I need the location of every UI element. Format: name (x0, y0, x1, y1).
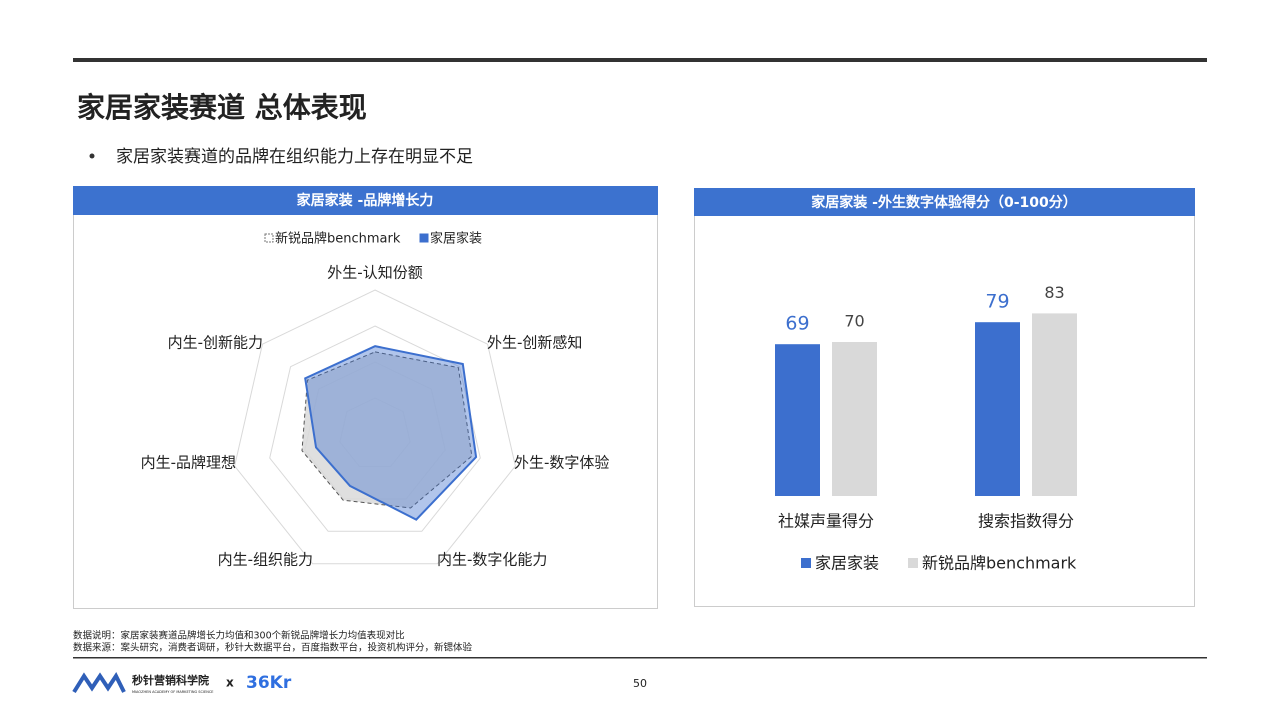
axis-label: 外生-创新感知 (487, 334, 582, 352)
axis-label: 外生-数字体验 (514, 454, 609, 472)
panel-header (73, 186, 658, 215)
logo-x: x (226, 676, 234, 690)
bar (1032, 313, 1077, 496)
axis-label: 内生-数字化能力 (437, 551, 547, 569)
bullet-dot (89, 153, 95, 159)
axis-label: 内生-组织能力 (218, 551, 313, 569)
grid-ring (234, 289, 516, 565)
slide-title: 家居家装赛道 总体表现 (77, 91, 367, 124)
legend-swatch (908, 558, 918, 568)
axis-label: 内生-创新能力 (168, 334, 263, 352)
value-label: 70 (844, 312, 864, 331)
radar-area (301, 351, 473, 509)
panel-title: 家居家装 -品牌增长力 (297, 192, 434, 209)
footnote: 数据来源：案头研究，消费者调研，秒针大数据平台，百度指数平台，投资机构评分，新锶… (73, 642, 473, 654)
bottom-rule (73, 657, 1207, 659)
x-tick-label: 搜索指数得分 (978, 512, 1074, 531)
value-label: 83 (1044, 283, 1064, 302)
axis-label: 内生-品牌理想 (141, 454, 236, 472)
legend-label: 新锐品牌benchmark (922, 554, 1077, 573)
footnote: 数据说明：家居家装赛道品牌增长力均值和300个新锐品牌增长力均值表现对比 (73, 630, 405, 642)
legend-label: 家居家装 (430, 231, 482, 247)
legend-label: 家居家装 (815, 554, 879, 573)
grid-ring (269, 325, 481, 532)
page-number: 50 (633, 677, 647, 690)
partner-logo: 36Kr (246, 673, 292, 693)
bullet-text: 家居家装赛道的品牌在组织能力上存在明显不足 (116, 146, 473, 167)
logo-sub: MIAOZHEN ACADEMY OF MARKETING SCIENCE (132, 690, 214, 694)
bar (832, 342, 877, 496)
value-label: 69 (785, 313, 809, 335)
radar-area (304, 345, 478, 521)
bar (975, 322, 1020, 496)
legend-swatch (264, 233, 274, 243)
panel-title: 家居家装 -外生数字体验得分（0-100分） (811, 194, 1076, 211)
bar (775, 344, 820, 496)
panel-header (694, 188, 1195, 216)
logo-text: 秒针营销科学院 (132, 673, 209, 687)
legend-swatch (419, 233, 429, 243)
logo-mark (72, 672, 126, 694)
panel-right (694, 188, 1195, 607)
top-rule (73, 58, 1207, 62)
axis-label: 外生-认知份额 (327, 264, 422, 282)
value-label: 79 (985, 291, 1009, 313)
legend-swatch (801, 558, 811, 568)
legend-label: 新锐品牌benchmark (275, 231, 401, 247)
x-tick-label: 社媒声量得分 (778, 512, 874, 531)
